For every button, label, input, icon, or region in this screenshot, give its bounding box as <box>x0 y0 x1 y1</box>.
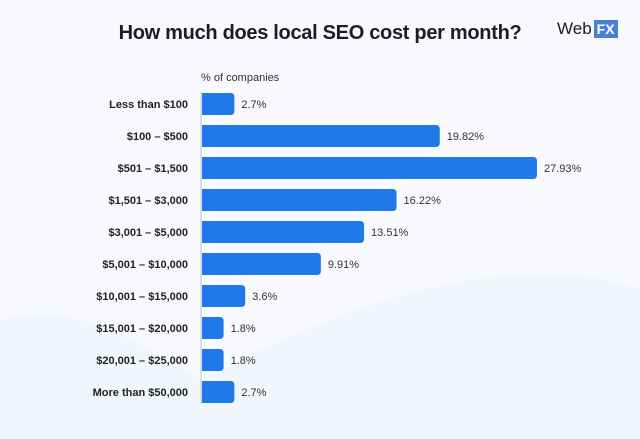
data-label: 19.82% <box>447 131 485 143</box>
category-label: $5,001 – $10,000 <box>102 259 188 271</box>
logo-text: Web <box>557 19 592 38</box>
category-label: $20,001 – $25,000 <box>96 355 188 367</box>
data-label: 1.8% <box>231 355 256 367</box>
category-label: $15,001 – $20,000 <box>96 323 188 335</box>
bar <box>202 285 246 307</box>
webfx-logo: Web FX <box>557 19 618 39</box>
category-label: $501 – $1,500 <box>118 163 188 175</box>
data-label: 27.93% <box>544 163 582 175</box>
category-label: $3,001 – $5,000 <box>108 227 188 239</box>
bar <box>202 93 235 115</box>
bar <box>202 157 537 179</box>
bar <box>202 253 321 275</box>
category-label: $10,001 – $15,000 <box>96 291 188 303</box>
data-label: 9.91% <box>328 259 359 271</box>
bar <box>202 221 365 243</box>
category-label: $100 – $500 <box>127 131 188 143</box>
data-label: 2.7% <box>241 99 266 111</box>
data-label: 2.7% <box>241 387 266 399</box>
bar <box>202 189 397 211</box>
data-label: 1.8% <box>231 323 256 335</box>
category-label: $1,501 – $3,000 <box>108 195 188 207</box>
chart-title: How much does local SEO cost per month? <box>118 22 522 44</box>
bar <box>202 349 224 371</box>
bar <box>202 381 235 403</box>
data-label: 16.22% <box>404 195 442 207</box>
bar <box>202 317 224 339</box>
data-label: 13.51% <box>371 227 409 239</box>
category-label: Less than $100 <box>109 99 188 111</box>
data-label: 3.6% <box>252 291 277 303</box>
logo-badge: FX <box>593 20 618 38</box>
category-label: More than $50,000 <box>93 387 188 399</box>
axis-label: % of companies <box>201 72 280 84</box>
bar <box>202 125 440 147</box>
